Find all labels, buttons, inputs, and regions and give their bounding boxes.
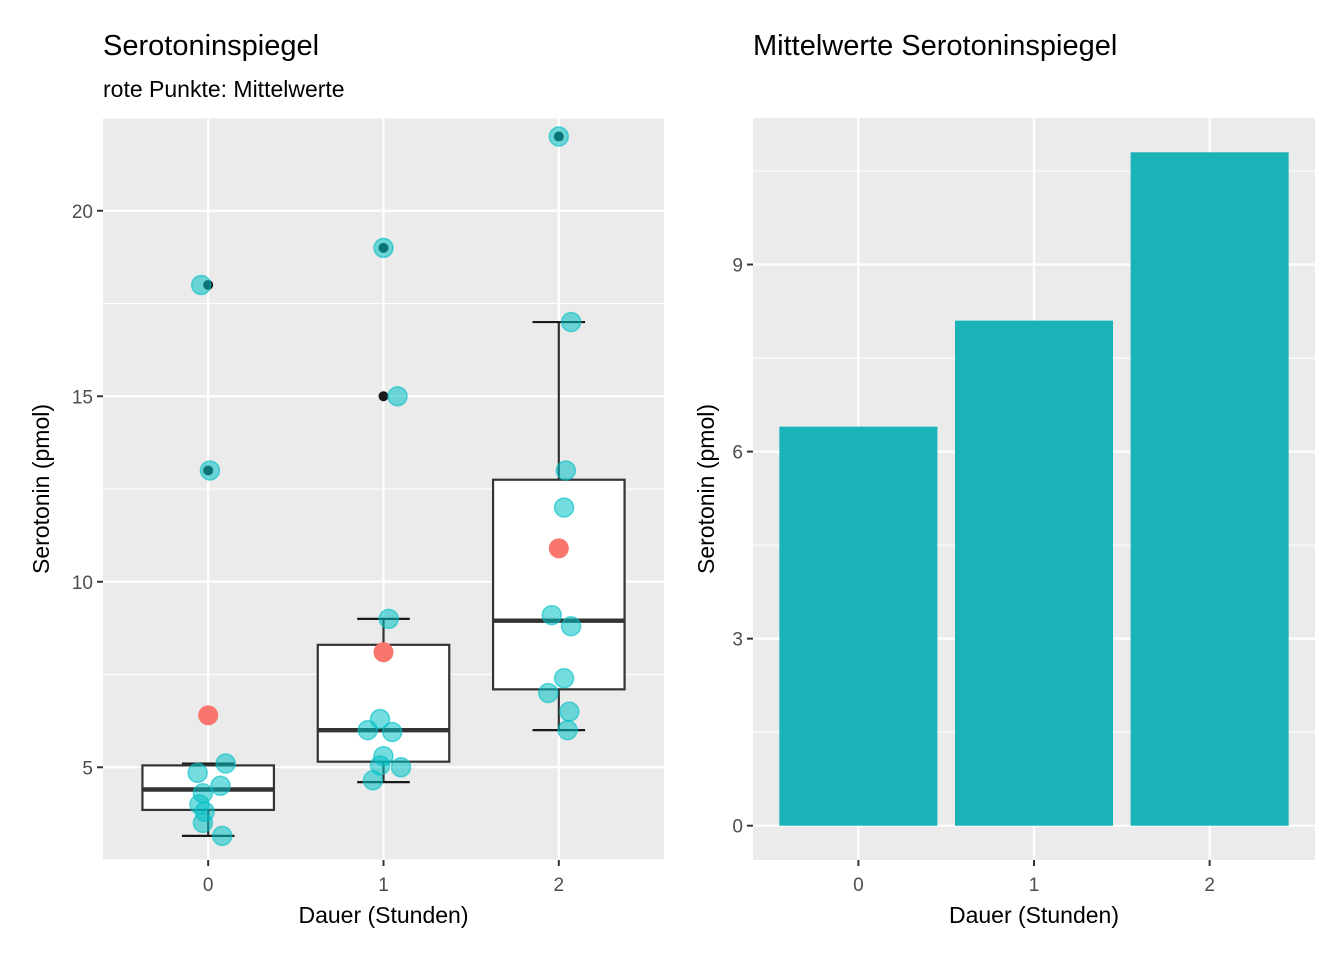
- y-tick-label: 6: [732, 443, 743, 464]
- data-point: [373, 237, 394, 259]
- boxplot-x-axis-title: Dauer (Stunden): [298, 902, 468, 928]
- x-tick-label: 0: [203, 875, 214, 896]
- y-tick-label: 9: [732, 256, 743, 277]
- y-tick-label: 15: [72, 387, 93, 408]
- x-tick-label: 2: [554, 875, 565, 896]
- boxplot-y-axis-title: Serotonin (pmol): [28, 404, 54, 574]
- data-point: [211, 825, 233, 847]
- box-iqr: [316, 643, 451, 763]
- boxplot-points: [187, 126, 582, 847]
- data-point: [362, 769, 384, 791]
- mean-point: [548, 538, 569, 559]
- data-point: [382, 721, 403, 743]
- data-point: [378, 608, 400, 630]
- bar-chart: Mittelwerte Serotoninspiegel 0 3 6 9 0 1 2 Da…: [693, 30, 1315, 928]
- data-point: [553, 667, 575, 689]
- bar: [954, 320, 1114, 826]
- mean-point: [198, 705, 219, 726]
- boxplot-x-axis: 0 1 2: [203, 860, 564, 896]
- boxplot-subtitle: rote Punkte: Mittelwerte: [103, 76, 345, 102]
- x-tick-label: 1: [1029, 875, 1040, 896]
- boxplot-y-axis: 5 10 15 20: [72, 202, 103, 779]
- data-point: [555, 460, 577, 481]
- bar-chart-x-axis-title: Dauer (Stunden): [949, 902, 1119, 928]
- mean-point: [373, 642, 394, 663]
- data-point: [357, 719, 378, 741]
- y-tick-label: 3: [732, 630, 743, 651]
- data-point: [559, 701, 580, 722]
- bar: [779, 426, 938, 826]
- bar-chart-x-axis: 0 1 2: [853, 860, 1215, 896]
- x-tick-label: 0: [853, 875, 864, 896]
- y-tick-label: 20: [72, 202, 93, 223]
- data-point: [187, 762, 208, 784]
- x-tick-label: 1: [378, 875, 389, 896]
- data-point: [199, 460, 221, 481]
- data-point: [210, 775, 231, 797]
- y-tick-label: 10: [72, 573, 93, 594]
- data-point: [190, 274, 212, 296]
- data-point: [541, 604, 563, 626]
- data-point: [192, 812, 214, 834]
- data-point: [390, 757, 412, 778]
- boxplot-title: Serotoninspiegel: [103, 30, 319, 62]
- bar-chart-y-axis: 0 3 6 9: [732, 256, 753, 838]
- y-tick-label: 0: [732, 817, 743, 838]
- boxplot-boxes: [141, 131, 626, 837]
- x-tick-label: 2: [1204, 875, 1215, 896]
- data-point: [215, 753, 236, 774]
- data-point: [538, 682, 559, 704]
- outlier-point: [378, 391, 389, 402]
- data-point: [548, 126, 570, 147]
- bar: [1130, 152, 1289, 826]
- data-point: [560, 311, 582, 333]
- boxplot-chart: Serotoninspiegel rote Punkte: Mittelwert…: [28, 30, 664, 928]
- y-tick-label: 5: [82, 758, 93, 779]
- bar-chart-title: Mittelwerte Serotoninspiegel: [753, 30, 1117, 62]
- data-point: [560, 616, 582, 637]
- data-point: [553, 497, 575, 518]
- data-point: [387, 386, 408, 407]
- data-point: [557, 719, 578, 741]
- bar-chart-bars: [779, 152, 1289, 826]
- bar-chart-y-axis-title: Serotonin (pmol): [693, 404, 719, 574]
